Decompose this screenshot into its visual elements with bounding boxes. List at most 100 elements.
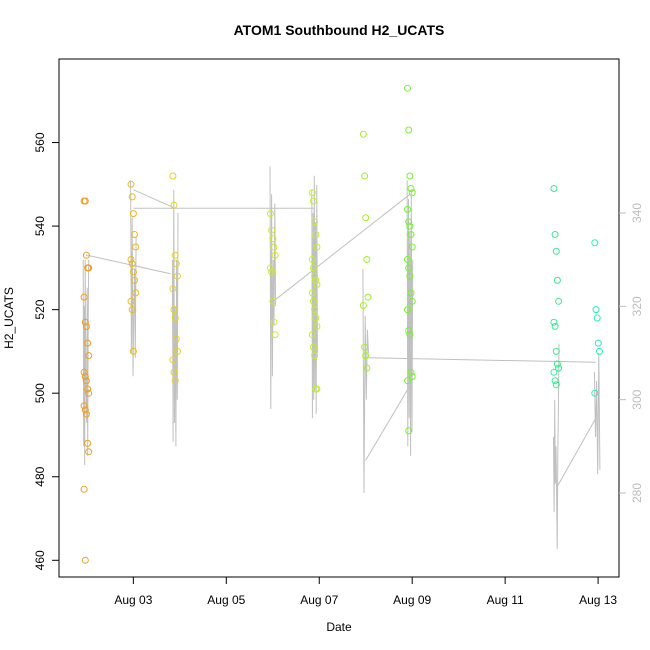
secondary-connector-line — [365, 385, 411, 461]
x-tick-label: Aug 07 — [300, 593, 338, 607]
scatter-point — [81, 318, 89, 326]
secondary-connector-line — [133, 189, 176, 209]
scatter-point — [311, 352, 319, 360]
x-tick-label: Aug 09 — [393, 593, 431, 607]
scatter-point — [80, 485, 88, 493]
secondary-series — [82, 166, 601, 550]
scatter-point — [555, 364, 563, 372]
scatter-point — [270, 318, 278, 326]
scatter-point — [82, 377, 90, 385]
scatter-point — [555, 297, 563, 305]
scatter-point — [271, 251, 279, 259]
scatter-point — [312, 314, 320, 322]
scatter-point — [132, 289, 140, 297]
secondary-connector-line — [555, 418, 597, 489]
scatter-point — [362, 352, 370, 360]
scatter-point — [85, 448, 93, 456]
scatter-point — [405, 327, 413, 334]
scatter-point — [80, 402, 88, 410]
scatter-point — [81, 556, 89, 564]
scatter-point — [551, 377, 559, 385]
scatter-point — [313, 385, 321, 393]
scatter-point — [404, 256, 411, 263]
scatter-point — [593, 314, 601, 322]
scatter-point — [80, 368, 88, 376]
secondary-connector-line — [85, 254, 171, 275]
scatter-point — [591, 389, 599, 397]
y2-tick-label: 320 — [630, 296, 644, 316]
scatter-point — [359, 302, 367, 309]
y2-tick-label: 280 — [630, 483, 644, 503]
scatter-point — [170, 201, 178, 209]
scatter-point — [170, 368, 178, 376]
y-tick-label: 460 — [33, 550, 47, 570]
x-tick-label: Aug 11 — [487, 593, 524, 607]
scatter-point — [592, 306, 600, 314]
scatter-point — [550, 368, 558, 376]
scatter-point — [361, 172, 369, 180]
scatter-point — [312, 276, 320, 284]
scatter-point — [407, 185, 415, 192]
scatter-point — [81, 373, 89, 380]
scatter-point — [267, 264, 274, 272]
scatter-point — [363, 256, 371, 263]
scatter-point — [550, 318, 558, 326]
scatter-point — [553, 276, 561, 284]
scatter-point — [129, 210, 137, 218]
scatter-point — [553, 360, 561, 368]
scatter-point — [309, 264, 317, 272]
scatter-point — [551, 322, 559, 330]
scatter-point — [308, 189, 316, 197]
scatter-point — [85, 389, 93, 397]
scatter-point — [132, 243, 140, 251]
scatter-point — [82, 322, 90, 330]
scatter-point — [406, 272, 414, 280]
scatter-point — [84, 339, 92, 347]
scatter-point — [308, 256, 316, 263]
scatter-point — [169, 356, 177, 364]
secondary-series-line — [362, 268, 369, 494]
y2-axis: 280 300 320 340 — [619, 203, 644, 503]
scatter-point — [171, 251, 179, 259]
scatter-point — [551, 231, 559, 238]
scatter-point — [591, 239, 599, 247]
scatter-point — [404, 306, 411, 314]
scatter-point — [169, 172, 177, 180]
scatter-point — [363, 364, 371, 372]
scatter-point — [308, 289, 316, 297]
scatter-point — [552, 381, 560, 389]
scatter-point — [408, 297, 416, 305]
scatter-point — [169, 285, 177, 293]
scatter-point — [404, 377, 411, 385]
scatter-point — [128, 260, 136, 268]
scatter-point — [269, 297, 277, 305]
y2-tick-label: 340 — [630, 203, 644, 223]
scatter-points — [80, 84, 603, 564]
scatter-point — [408, 189, 416, 197]
scatter-point — [128, 306, 136, 314]
scatter-point — [174, 347, 181, 355]
secondary-series-line — [269, 166, 277, 410]
secondary-series-line — [311, 175, 318, 419]
scatter-point — [361, 343, 369, 351]
x-tick-label: Aug 05 — [207, 593, 245, 607]
scatter-point — [552, 247, 560, 255]
scatter-point — [81, 406, 89, 414]
scatter-point — [82, 251, 90, 259]
scatter-point — [313, 243, 321, 251]
y2-tick-label: 300 — [630, 389, 644, 409]
secondary-connector-lines — [85, 189, 597, 489]
plot-frame — [58, 58, 620, 578]
scatter-point — [82, 410, 90, 418]
scatter-point — [405, 218, 413, 226]
scatter-point — [271, 331, 279, 339]
scatter-point — [405, 126, 413, 134]
scatter-point — [85, 352, 93, 360]
scatter-point — [172, 260, 180, 268]
secondary-series-line — [171, 189, 179, 447]
scatter-point — [80, 293, 88, 301]
scatter-point — [311, 306, 319, 314]
scatter-point — [309, 197, 317, 205]
scatter-point — [404, 84, 411, 92]
